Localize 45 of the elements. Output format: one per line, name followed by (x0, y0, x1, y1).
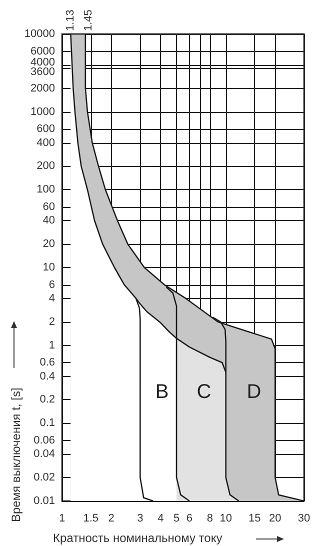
annotation: B (155, 381, 169, 403)
y-tick-label: 100 (36, 184, 55, 196)
annotation: C (196, 381, 212, 403)
y-tick-label: 60 (42, 200, 55, 213)
x-tick-label: 6 (186, 512, 193, 524)
y-tick-label: 0.04 (34, 448, 55, 460)
y-tick-label: 4000 (30, 56, 55, 68)
y-tick-label: 0.02 (34, 472, 55, 484)
annotation: 1.45 (82, 10, 94, 31)
y-tick-label: 400 (36, 136, 55, 149)
y-tick-label: 10000 (24, 28, 55, 40)
y-tick-label: 10 (42, 262, 55, 274)
y-tick-label: 600 (36, 123, 55, 136)
y-tick-label: 0.06 (34, 434, 55, 446)
y-tick-label: 200 (36, 160, 55, 172)
x-tick-label: 20 (269, 512, 282, 524)
x-tick-label: 15 (248, 512, 261, 524)
y-tick-label: 1000 (30, 106, 55, 118)
y-axis-title: Время выключения t, [s] (9, 388, 23, 522)
y-tick-label: 40 (42, 214, 55, 227)
x-axis-title: Кратность номинальному току (53, 531, 222, 545)
y-tick-label: 0.4 (40, 370, 55, 382)
x-tick-label: 4 (158, 512, 164, 524)
y-tick-label: 6000 (30, 45, 55, 58)
y-tick-label: 0.01 (34, 495, 55, 507)
y-tick-label: 6 (48, 278, 55, 291)
x-tick-label: 8 (206, 512, 214, 524)
y-tick-label: 3600 (30, 66, 55, 78)
x-tick-label: 10 (220, 512, 232, 524)
y-tick-label: 0.1 (40, 417, 55, 430)
y-tick-label: 20 (42, 238, 55, 250)
x-tick-label: 1.5 (83, 512, 98, 524)
x-tick-label: 5 (173, 512, 180, 524)
annotation: 1.13 (64, 10, 77, 31)
y-tick-label: 0.2 (40, 394, 55, 406)
y-tick-label: 4 (48, 292, 55, 304)
y-tick-label: 0.6 (40, 356, 55, 369)
x-tick-label: 3 (137, 512, 144, 524)
x-tick-label: 2 (108, 512, 114, 524)
x-tick-label: 1 (58, 512, 66, 524)
y-tick-label: 2 (48, 316, 55, 328)
annotation: D (246, 381, 262, 403)
y-tick-label: 1 (48, 339, 55, 352)
x-tick-label: 30 (298, 512, 310, 524)
y-tick-label: 2000 (30, 82, 55, 94)
